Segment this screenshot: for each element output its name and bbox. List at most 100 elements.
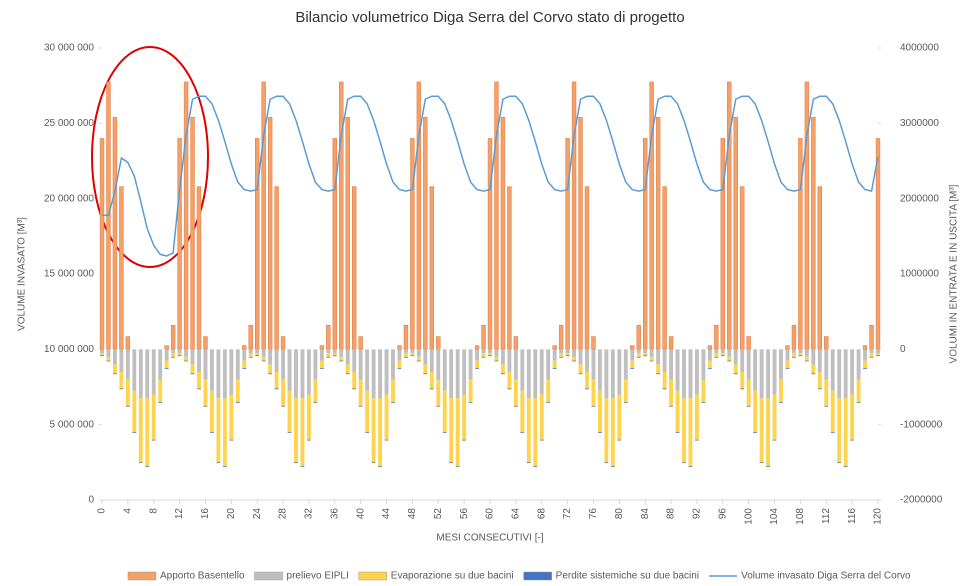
bar (636, 356, 641, 358)
legend-label: Perdite sistemiche su due bacini (556, 571, 699, 582)
bar (850, 349, 855, 395)
bar (552, 368, 557, 369)
bar (184, 356, 189, 361)
bar (313, 402, 318, 403)
bar (125, 336, 131, 350)
bar (552, 345, 557, 350)
bar (733, 349, 738, 365)
bar (578, 364, 583, 374)
bar (442, 349, 447, 391)
bar (100, 353, 104, 356)
bar (416, 81, 422, 350)
bar (462, 349, 467, 395)
bar (410, 353, 415, 356)
bar (662, 349, 667, 372)
bar (455, 398, 460, 467)
bar (106, 360, 111, 362)
bar (669, 405, 674, 407)
bar (145, 349, 150, 399)
bar (558, 324, 564, 350)
bar (591, 405, 596, 407)
bar (694, 394, 699, 440)
bar (429, 186, 434, 350)
bar (817, 371, 822, 389)
bar (591, 336, 596, 350)
bar (707, 349, 712, 361)
bar (184, 360, 189, 362)
y-axis-title: VOLUME INVASATO [M³] (17, 217, 28, 331)
x-tick-label: 68 (536, 508, 547, 520)
bar (177, 138, 182, 350)
x-tick-label: 84 (640, 508, 651, 520)
bar (339, 356, 344, 361)
bar (345, 364, 350, 374)
bar (740, 186, 745, 350)
bar (119, 371, 124, 389)
bar (572, 356, 577, 361)
bar (164, 368, 169, 369)
bar (158, 402, 163, 403)
bar (617, 394, 622, 440)
bar (507, 371, 512, 389)
bar (869, 349, 874, 354)
bar (410, 355, 415, 357)
bar (209, 390, 214, 433)
bar (345, 373, 350, 375)
x-tick-label: 88 (666, 508, 677, 520)
bar (649, 349, 654, 357)
bar (423, 364, 428, 374)
x-tick-label: 56 (459, 508, 470, 520)
bar (843, 349, 848, 399)
bar (281, 349, 286, 380)
bar (267, 117, 273, 350)
bar (662, 371, 667, 389)
bar (494, 349, 499, 357)
bar (319, 345, 325, 350)
bar (197, 388, 201, 390)
bar (791, 349, 796, 354)
bar (203, 336, 208, 350)
bar (513, 379, 518, 406)
bar (610, 398, 615, 467)
x-tick-label: 16 (200, 508, 211, 520)
bar (856, 402, 861, 403)
bar (572, 349, 577, 357)
bar (416, 356, 421, 361)
bar (785, 368, 790, 369)
bar (300, 349, 305, 399)
bar (507, 349, 512, 372)
bar (371, 462, 376, 464)
bar (824, 336, 829, 350)
bar (242, 345, 247, 350)
bar (125, 405, 130, 407)
bar (429, 371, 434, 389)
bar (391, 349, 395, 380)
bar (811, 373, 816, 375)
bar (358, 349, 363, 380)
legend-swatch (127, 571, 157, 581)
bar (863, 368, 868, 369)
bar (604, 398, 609, 463)
bar (585, 349, 589, 372)
bar (507, 186, 512, 350)
bar (326, 349, 331, 354)
bar (617, 349, 622, 395)
bar (429, 388, 434, 390)
bar (197, 371, 201, 389)
bar (843, 466, 848, 467)
bar (171, 353, 176, 357)
x-tick-label: 100 (743, 508, 754, 525)
bar (500, 364, 505, 374)
bar (707, 345, 713, 350)
bar (287, 432, 292, 433)
x-axis-title: MESI CONSECUTIVI [-] (436, 533, 543, 544)
bar (112, 117, 118, 350)
bar (423, 349, 428, 365)
bar (830, 390, 835, 433)
bar (287, 349, 292, 391)
bar (597, 390, 602, 433)
y2-tick-label: 3000000 (900, 118, 939, 129)
bar (643, 349, 648, 354)
bar (100, 355, 104, 357)
bar (753, 432, 758, 433)
